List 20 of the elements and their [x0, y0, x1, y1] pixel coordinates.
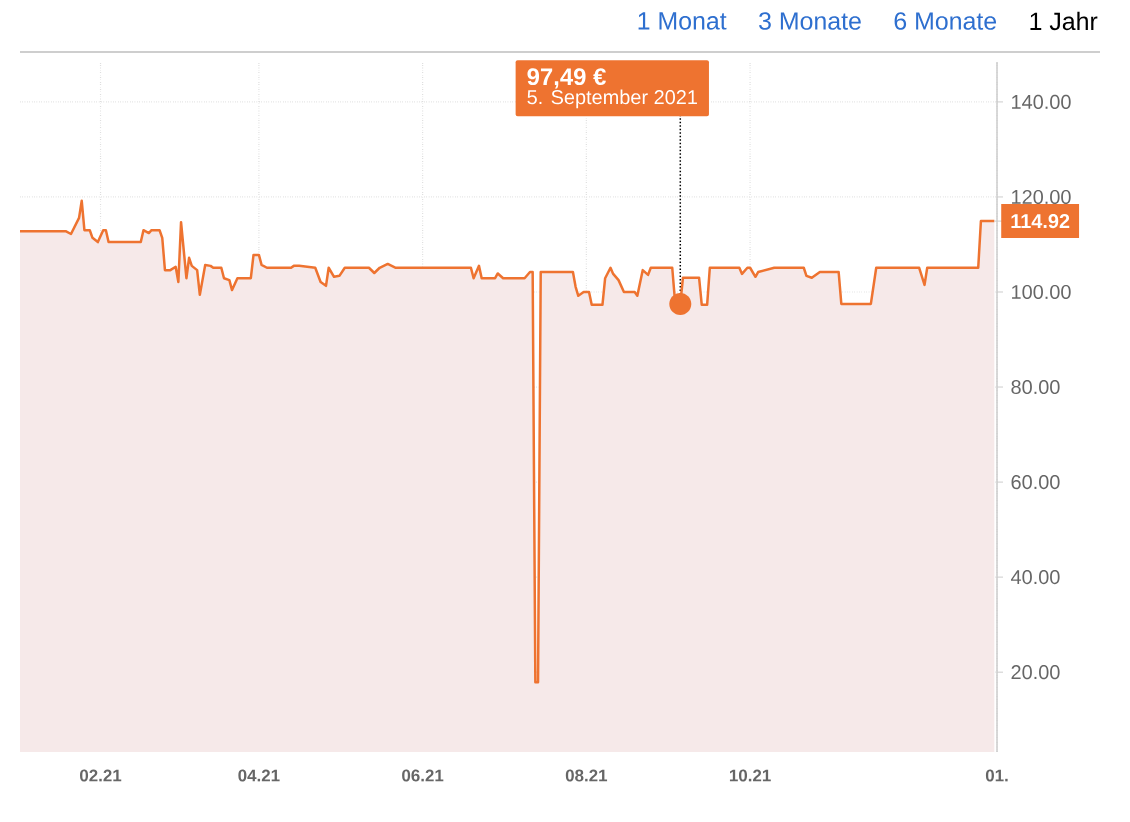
- y-tick-label: 140.00: [1012, 94, 1071, 109]
- y-tick-label: 60.00: [1011, 475, 1060, 490]
- text: 1 Jahr: [1030, 11, 1098, 31]
- y-tick-label: 120.00: [1012, 189, 1071, 204]
- y-tick-label: 40.00: [1010, 570, 1060, 585]
- y-tick-label: 80.00: [1011, 379, 1060, 395]
- annotation: 114.92: [1011, 214, 1070, 229]
- x-tick-label: 08.21: [565, 769, 608, 782]
- x-tick-label: 04.21: [238, 769, 280, 782]
- x-tick-label: 06.21: [402, 769, 444, 782]
- text: 6 Monate: [894, 12, 997, 30]
- text: 1 Monat: [638, 12, 727, 30]
- x-tick-label: 02.21: [80, 769, 122, 782]
- annotation: 5. September 2021: [527, 89, 697, 109]
- x-tick-label: 10.21: [729, 769, 771, 782]
- x-tick-label: 01.: [985, 769, 1008, 782]
- text: 3 Monate: [759, 12, 861, 30]
- annotation: 97,49 €: [527, 68, 606, 89]
- y-tick-label: 20.00: [1011, 665, 1060, 680]
- y-tick-label: 100.00: [1012, 284, 1071, 300]
